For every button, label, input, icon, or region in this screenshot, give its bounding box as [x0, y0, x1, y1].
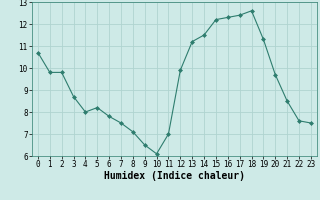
X-axis label: Humidex (Indice chaleur): Humidex (Indice chaleur): [104, 171, 245, 181]
